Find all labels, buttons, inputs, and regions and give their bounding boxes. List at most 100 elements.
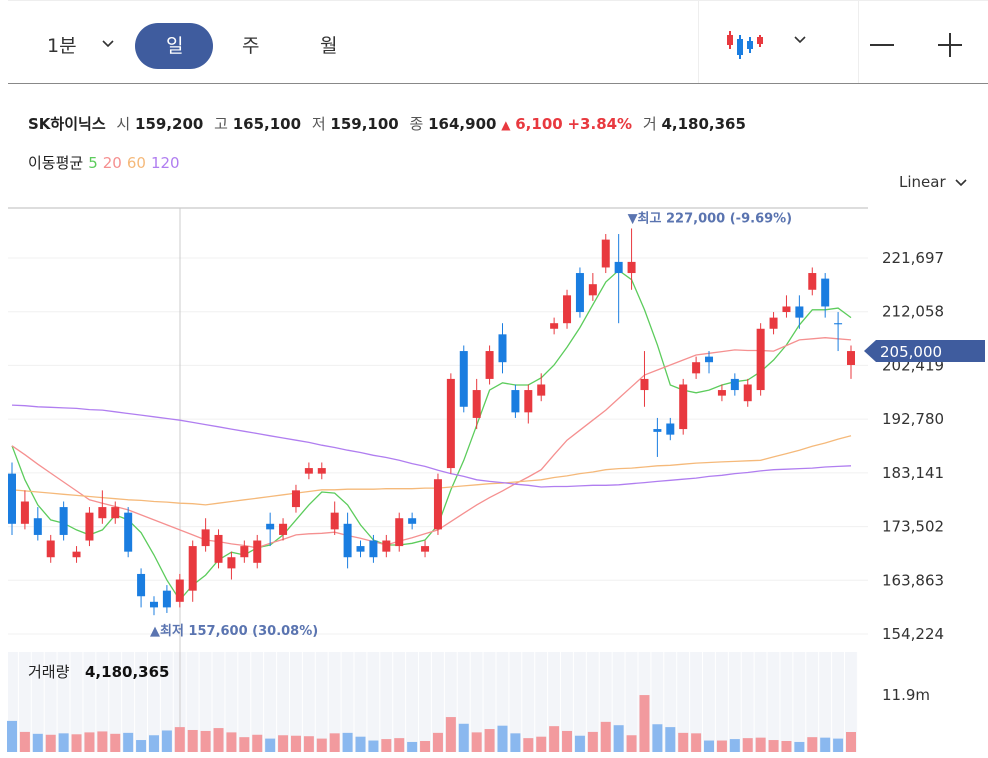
volume-bar xyxy=(587,731,598,752)
candle-body xyxy=(666,423,675,435)
label: 고 xyxy=(214,115,228,133)
candle-body xyxy=(679,384,688,430)
high: 165,100 xyxy=(232,115,302,133)
moving-average xyxy=(11,435,852,506)
period-tab[interactable]: 주 xyxy=(242,35,260,57)
candle-body xyxy=(46,540,55,558)
volume-bar xyxy=(97,731,108,752)
label: 저 xyxy=(311,115,326,133)
volume-bar xyxy=(136,740,147,752)
ma-legend: 이동평균 5 20 60 120 xyxy=(28,152,180,173)
candle-body xyxy=(588,284,597,296)
volume-bar xyxy=(407,741,418,752)
candle-body xyxy=(98,507,107,519)
volume-bar xyxy=(742,738,753,752)
volume-bar xyxy=(316,738,327,752)
volume-bar xyxy=(342,732,353,752)
volume-bar xyxy=(278,735,289,752)
label: 시 xyxy=(116,115,131,133)
chart-type-icon[interactable] xyxy=(724,27,764,61)
volume-bar xyxy=(381,739,392,752)
y-tick-label: 221,697 xyxy=(882,249,944,267)
candle-body xyxy=(627,261,636,274)
toolbar: 1분 일 주 월 xyxy=(8,0,988,84)
candle-body xyxy=(472,390,481,418)
candle-body xyxy=(782,306,791,313)
volume-bar xyxy=(781,740,792,752)
volume-bar xyxy=(846,731,856,752)
volume-bar xyxy=(574,735,585,752)
period-tab[interactable]: 월 xyxy=(320,35,338,57)
candle-body xyxy=(808,273,817,290)
volume-bar xyxy=(110,733,121,752)
volume-bar xyxy=(19,731,30,752)
candle-body xyxy=(253,540,262,563)
chevron[interactable] xyxy=(794,35,806,45)
candle-body xyxy=(446,378,455,469)
candle-body xyxy=(356,546,365,552)
quote-info: SK하이닉스 시 159,200 고 165,100 저 159,100 종 1… xyxy=(28,113,746,134)
candle-body xyxy=(111,507,120,519)
candle-body xyxy=(149,601,158,608)
y-tick-label: 173,502 xyxy=(882,518,944,536)
period-tab[interactable]: 일 xyxy=(166,35,184,57)
candle-body xyxy=(795,306,804,318)
volume-bar xyxy=(562,730,573,752)
volume-bar xyxy=(123,732,134,752)
volume-bar xyxy=(471,732,482,752)
close: 164,900 xyxy=(428,115,497,133)
volume-bar xyxy=(161,730,172,752)
candle-body xyxy=(317,468,326,474)
volume-bar xyxy=(768,740,779,752)
zoom-out[interactable] xyxy=(868,31,896,59)
y-tick-label: 163,863 xyxy=(882,571,944,589)
open: 159,200 xyxy=(135,115,204,133)
volume-bar xyxy=(290,735,301,752)
candle-body xyxy=(201,529,210,547)
volume-bar xyxy=(652,724,663,752)
volume-current: 4,180,365 xyxy=(85,663,169,681)
y-tick-label: 212,058 xyxy=(882,303,944,321)
low: 159,100 xyxy=(330,115,399,133)
candle-body xyxy=(175,579,184,602)
candle-body xyxy=(343,523,352,558)
volume-bar xyxy=(704,740,715,752)
interval-select[interactable]: 1분 xyxy=(47,35,77,57)
candle-body xyxy=(550,323,559,329)
moving-average xyxy=(11,337,852,549)
zoom-in[interactable] xyxy=(936,31,964,59)
candle-body xyxy=(8,473,16,524)
volume-bar xyxy=(691,733,702,752)
separator xyxy=(698,1,699,83)
candle-body xyxy=(834,323,843,325)
candle-body xyxy=(137,573,146,597)
y-tick-label: 183,141 xyxy=(882,464,944,482)
candle-body xyxy=(575,273,584,313)
candle-body xyxy=(408,518,417,524)
volume-bar xyxy=(807,737,818,752)
volume-bar xyxy=(239,737,250,752)
volume-bar xyxy=(7,720,17,752)
volume-bar xyxy=(549,726,560,752)
high-annotation: ▼최고 227,000 (-9.69%) xyxy=(628,211,793,226)
candle-body xyxy=(692,362,701,374)
volume-bar xyxy=(536,736,547,752)
volume-bar xyxy=(600,721,611,752)
candle-body xyxy=(33,518,42,535)
candle-body xyxy=(705,356,714,363)
volume-bar xyxy=(716,740,727,752)
candle-body xyxy=(369,540,378,558)
volume-bar xyxy=(639,695,650,752)
volume-bar xyxy=(458,723,469,752)
candle-body xyxy=(498,334,507,363)
volume-bar xyxy=(84,732,95,752)
chevron[interactable] xyxy=(955,178,967,188)
candle-body xyxy=(847,351,855,365)
candle-body xyxy=(162,590,171,608)
candle-body xyxy=(279,523,288,535)
label: 종 xyxy=(409,115,424,133)
volume-bar xyxy=(445,717,456,752)
candle-body xyxy=(421,546,430,552)
scale-mode[interactable]: Linear xyxy=(899,173,946,191)
